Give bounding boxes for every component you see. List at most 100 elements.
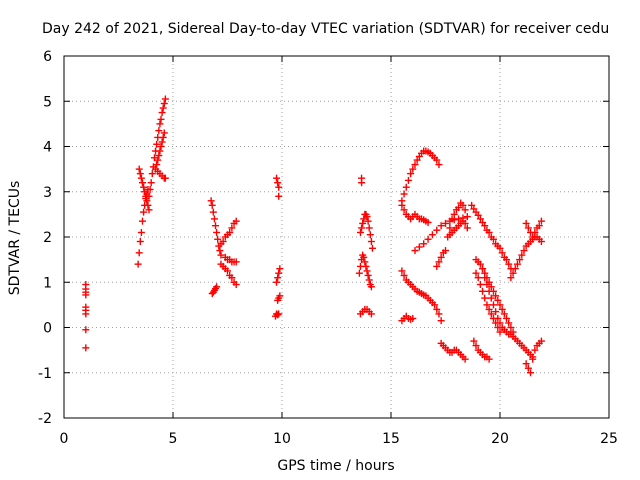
data-point (481, 222, 489, 230)
data-point (145, 206, 153, 214)
data-point (153, 140, 161, 148)
data-point (145, 192, 153, 200)
data-point (513, 260, 521, 268)
data-point (470, 337, 478, 345)
data-point (428, 231, 436, 239)
data-point (159, 104, 167, 112)
data-point (485, 355, 493, 363)
data-point (138, 179, 146, 187)
data-point (275, 269, 283, 277)
data-point (522, 360, 530, 368)
data-point (496, 301, 504, 309)
data-point (520, 247, 528, 255)
data-point (476, 281, 484, 289)
y-tick-label: 1 (43, 275, 52, 291)
data-point (505, 319, 513, 327)
x-tick-label: 25 (600, 431, 618, 447)
data-point (274, 179, 282, 187)
data-point (226, 228, 234, 236)
x-axis-label: GPS time / hours (277, 458, 394, 474)
data-point (489, 235, 497, 243)
data-point (455, 204, 463, 212)
data-point (485, 228, 493, 236)
data-point (537, 238, 545, 246)
data-point (487, 310, 495, 318)
data-point (435, 161, 443, 169)
data-point (487, 294, 495, 302)
data-point (368, 244, 376, 252)
data-point (273, 278, 281, 286)
data-point (217, 251, 225, 259)
data-point (433, 156, 441, 164)
data-point (524, 364, 532, 372)
data-point (275, 192, 283, 200)
data-point (415, 243, 423, 251)
data-point (143, 197, 151, 205)
data-point (232, 281, 240, 289)
data-point (155, 152, 163, 160)
data-point (232, 217, 240, 225)
data-point (154, 156, 162, 164)
data-point (461, 206, 469, 214)
data-point (161, 95, 169, 103)
data-point (212, 222, 220, 230)
data-point (273, 174, 281, 182)
data-point (400, 271, 408, 279)
data-point (485, 305, 493, 313)
data-point (518, 251, 526, 259)
data-point (483, 301, 491, 309)
data-point (435, 258, 443, 266)
data-point (82, 291, 90, 299)
data-point (496, 319, 504, 327)
data-point (362, 262, 370, 270)
data-point (442, 247, 449, 255)
data-point (407, 170, 415, 178)
data-point (433, 305, 441, 313)
data-point (156, 147, 164, 155)
data-point (138, 217, 146, 225)
data-point (404, 176, 412, 184)
data-point (431, 301, 439, 309)
data-points (82, 95, 545, 377)
data-point (409, 165, 417, 173)
data-point (364, 271, 372, 279)
data-point (522, 219, 530, 227)
axis-ticks (63, 55, 610, 419)
x-tick-label: 10 (273, 431, 291, 447)
y-tick-labels: -2 -1 0 1 2 3 4 5 6 (38, 49, 52, 427)
data-point (214, 235, 222, 243)
data-point (492, 292, 500, 300)
x-tick-label: 20 (491, 431, 509, 447)
data-point (481, 294, 489, 302)
data-point (275, 310, 283, 318)
data-point (140, 183, 148, 191)
data-point (529, 233, 537, 241)
data-point (455, 215, 463, 223)
data-point (274, 311, 282, 319)
data-point (437, 317, 445, 325)
data-point (468, 201, 476, 209)
data-point (398, 267, 406, 275)
data-point (232, 258, 240, 266)
data-point (507, 324, 515, 331)
data-point (360, 253, 368, 261)
data-point (437, 253, 445, 261)
data-point (509, 269, 517, 277)
x-tick-labels: 0 5 10 15 20 25 (60, 431, 618, 447)
data-point (144, 201, 152, 209)
data-point (213, 283, 221, 291)
x-tick-label: 15 (382, 431, 400, 447)
data-point (146, 185, 154, 193)
data-point (363, 213, 371, 221)
data-point (496, 328, 504, 336)
data-point (463, 224, 471, 232)
data-point (367, 238, 375, 246)
data-point (276, 292, 284, 300)
data-point (161, 174, 169, 182)
data-point (219, 238, 227, 246)
data-point (505, 260, 513, 268)
data-point (516, 256, 524, 264)
data-point (158, 138, 166, 146)
data-point (155, 127, 163, 135)
